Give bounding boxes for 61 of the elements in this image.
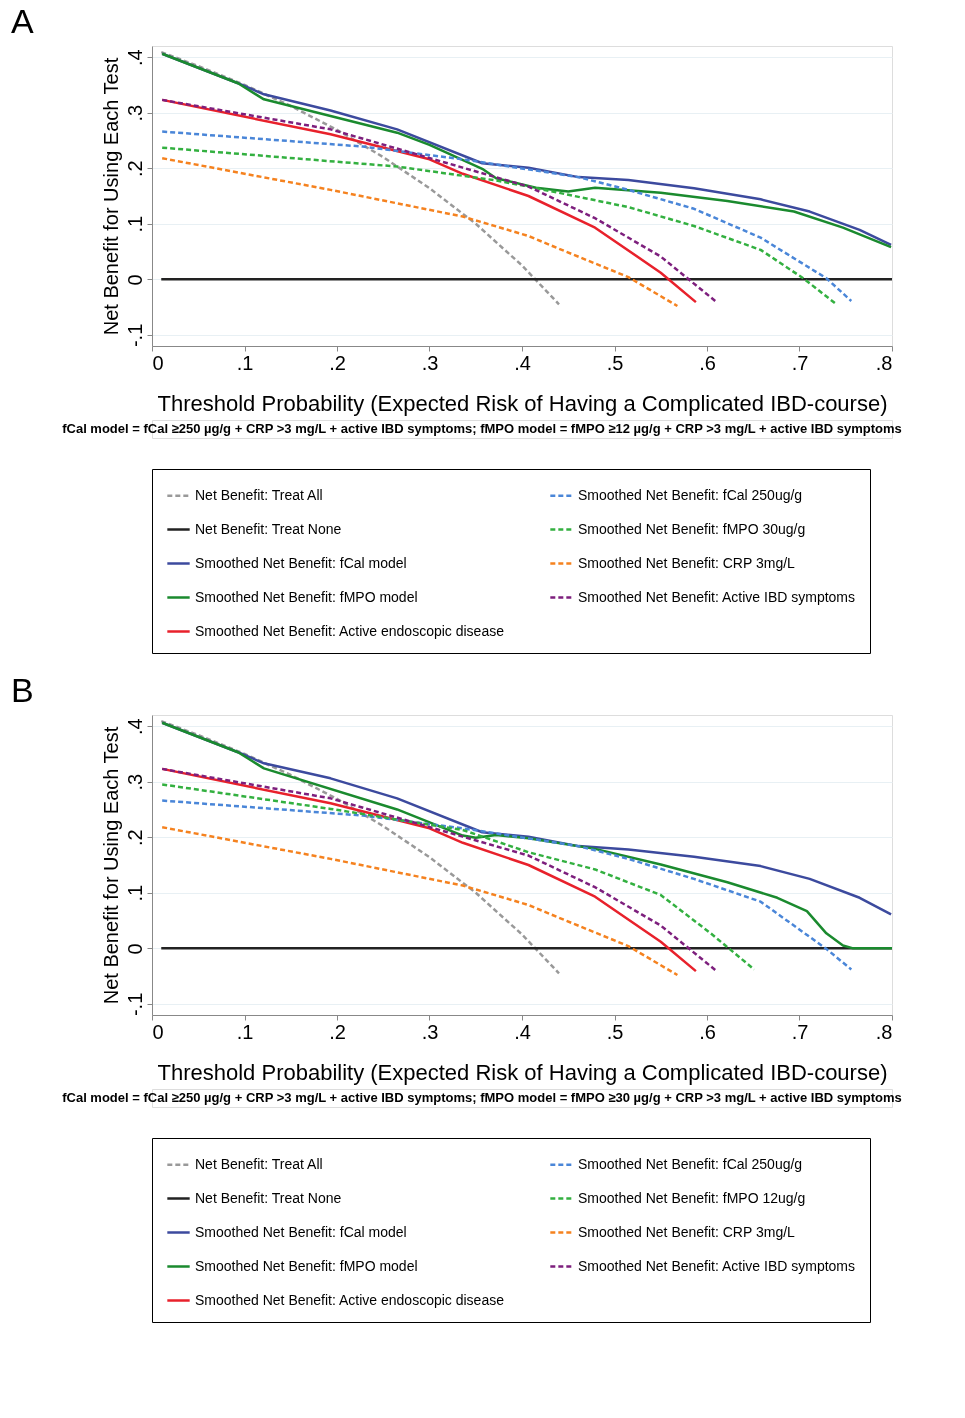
y-tick-label: 0 — [123, 274, 146, 286]
text: fCal model = fCal ≥250 µg/g + CRP >3 mg/L + active IBD symptoms; fMPO model = fMPO ≥30 µg/g + CRP >3 mg/L + active IBD symptoms — [62, 1090, 902, 1105]
x-tick-label: 0 — [152, 351, 164, 374]
y-tick-label: -.1 — [123, 992, 146, 1017]
chart-title: A — [11, 2, 34, 40]
x-tick-label: .6 — [699, 1020, 716, 1043]
y-tick-label: -.1 — [123, 323, 146, 348]
x-tick-label: .4 — [514, 351, 531, 374]
x-tick-label: .1 — [236, 351, 254, 374]
legend-label: Smoothed Net Benefit: Active IBD symptoms — [578, 588, 856, 605]
y-tick-label: .2 — [123, 160, 146, 178]
line-series — [160, 825, 679, 977]
legend-label: Smoothed Net Benefit: Active endoscopic disease — [195, 622, 505, 639]
y-tick-label: .1 — [123, 884, 146, 902]
line-series — [160, 50, 561, 306]
legend-label: Smoothed Net Benefit: fCal 250ug/g — [578, 486, 803, 503]
legend-label: Smoothed Net Benefit: CRP 3mg/L — [578, 554, 796, 571]
y-tick-label: .2 — [123, 829, 146, 847]
legend-label: Smoothed Net Benefit: Active IBD symptoms — [578, 1257, 856, 1274]
x-axis-title: Threshold Probability (Expected Risk of Having a Complicated IBD-course) — [157, 1059, 888, 1085]
y-axis-title: Net Benefit for Using Each Test — [99, 57, 122, 336]
x-tick-label: .8 — [875, 351, 893, 374]
x-tick-label: .7 — [791, 351, 809, 374]
x-tick-label: .5 — [606, 1020, 624, 1043]
y-tick-label: 0 — [123, 943, 146, 955]
x-tick-label: .3 — [421, 1020, 439, 1043]
legend-label: Smoothed Net Benefit: fMPO 30ug/g — [578, 520, 806, 537]
x-tick-label: .7 — [791, 1020, 809, 1043]
legend-label: Smoothed Net Benefit: fMPO model — [195, 1257, 418, 1274]
line-series — [160, 156, 679, 308]
legend-label: Net Benefit: Treat All — [195, 486, 323, 503]
chart-title: B — [11, 671, 34, 709]
x-tick-label: 0 — [152, 1020, 164, 1043]
legend-label: Smoothed Net Benefit: fMPO model — [195, 588, 418, 605]
legend-label: Smoothed Net Benefit: fCal 250ug/g — [578, 1155, 803, 1172]
y-tick-label: .1 — [123, 215, 146, 233]
x-axis-title: Threshold Probability (Expected Risk of Having a Complicated IBD-course) — [157, 390, 888, 416]
legend-label: Net Benefit: Treat None — [195, 1189, 342, 1206]
x-tick-label: .5 — [606, 351, 624, 374]
x-tick-label: .2 — [329, 1020, 346, 1043]
x-tick-label: .8 — [875, 1020, 893, 1043]
x-tick-label: .1 — [236, 1020, 254, 1043]
y-axis-title: Net Benefit for Using Each Test — [99, 726, 122, 1005]
line-series — [160, 719, 561, 975]
x-tick-label: .4 — [514, 1020, 531, 1043]
line-series — [160, 799, 853, 971]
text: fCal model = fCal ≥250 µg/g + CRP >3 mg/L + active IBD symptoms; fMPO model = fMPO ≥12 µg/g + CRP >3 mg/L + active IBD symptoms — [62, 421, 902, 436]
legend-label: Net Benefit: Treat All — [195, 1155, 323, 1172]
y-tick-label: .3 — [123, 773, 146, 791]
legend-label: Smoothed Net Benefit: fCal model — [195, 1223, 407, 1240]
y-tick-label: .4 — [123, 49, 146, 66]
y-tick-label: .3 — [123, 104, 146, 122]
legend-label: Smoothed Net Benefit: fMPO 12ug/g — [578, 1189, 806, 1206]
legend-label: Net Benefit: Treat None — [195, 520, 342, 537]
legend-label: Smoothed Net Benefit: Active endoscopic disease — [195, 1291, 505, 1308]
x-tick-label: .3 — [421, 351, 439, 374]
x-tick-label: .2 — [329, 351, 346, 374]
y-tick-label: .4 — [123, 718, 146, 735]
x-tick-label: .6 — [699, 351, 716, 374]
legend-label: Smoothed Net Benefit: CRP 3mg/L — [578, 1223, 796, 1240]
legend-label: Smoothed Net Benefit: fCal model — [195, 554, 407, 571]
